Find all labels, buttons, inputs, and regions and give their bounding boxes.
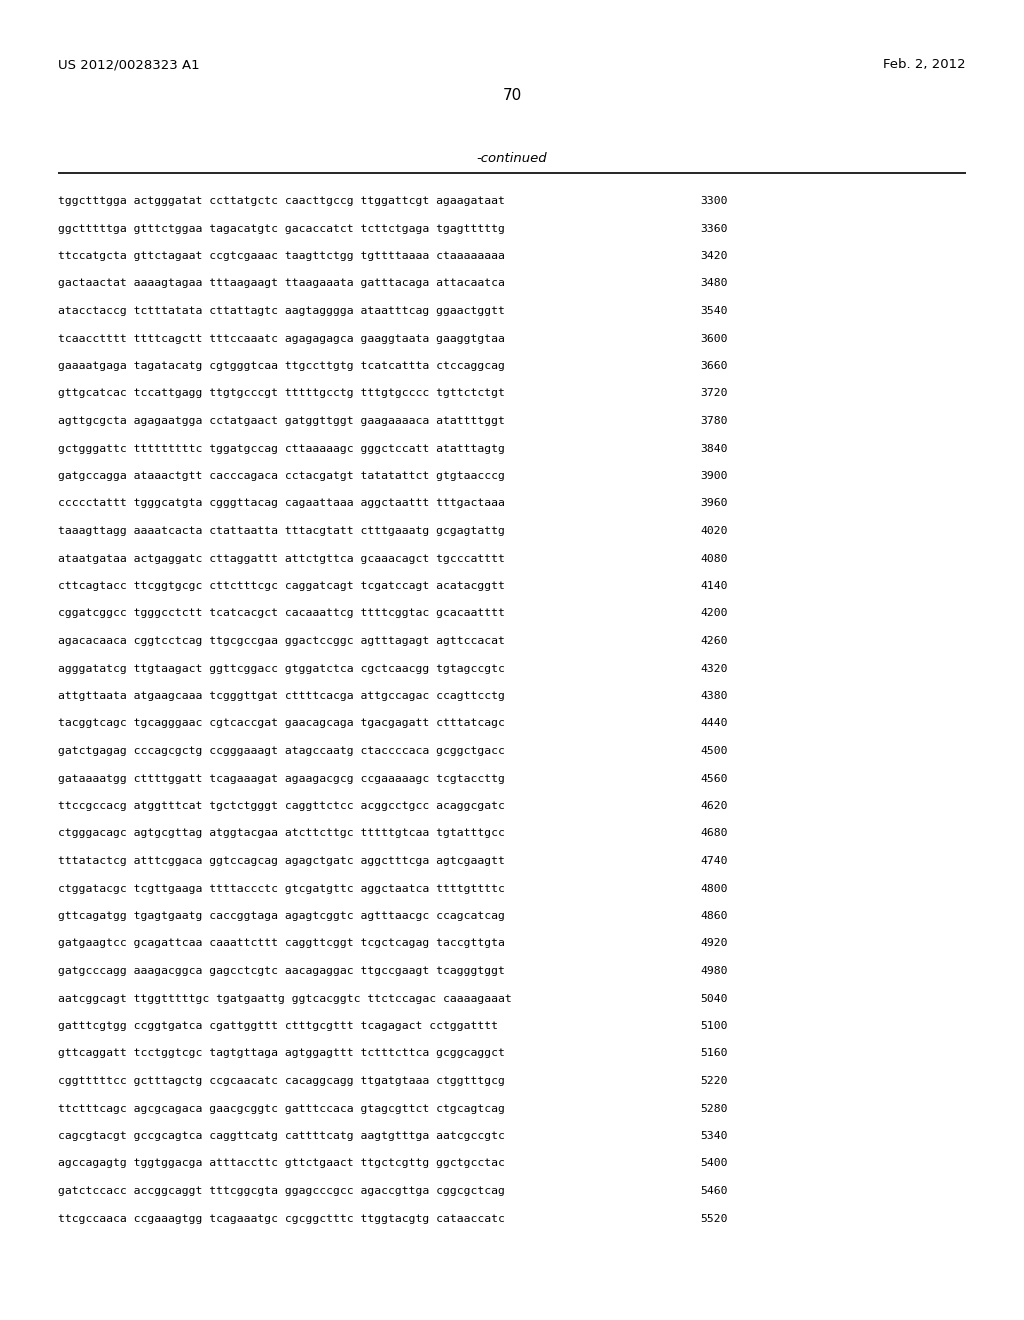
- Text: 4860: 4860: [700, 911, 727, 921]
- Text: gttcaggatt tcctggtcgc tagtgttaga agtggagttt tctttcttca gcggcaggct: gttcaggatt tcctggtcgc tagtgttaga agtggag…: [58, 1048, 505, 1059]
- Text: -continued: -continued: [477, 152, 547, 165]
- Text: 3420: 3420: [700, 251, 727, 261]
- Text: 4500: 4500: [700, 746, 727, 756]
- Text: gatgaagtcc gcagattcaa caaattcttt caggttcggt tcgctcagag taccgttgta: gatgaagtcc gcagattcaa caaattcttt caggttc…: [58, 939, 505, 949]
- Text: agccagagtg tggtggacga atttaccttc gttctgaact ttgctcgttg ggctgcctac: agccagagtg tggtggacga atttaccttc gttctga…: [58, 1159, 505, 1168]
- Text: taaagttagg aaaatcacta ctattaatta tttacgtatt ctttgaaatg gcgagtattg: taaagttagg aaaatcacta ctattaatta tttacgt…: [58, 525, 505, 536]
- Text: gttcagatgg tgagtgaatg caccggtaga agagtcggtc agtttaacgc ccagcatcag: gttcagatgg tgagtgaatg caccggtaga agagtcg…: [58, 911, 505, 921]
- Text: agttgcgcta agagaatgga cctatgaact gatggttggt gaagaaaaca atattttggt: agttgcgcta agagaatgga cctatgaact gatggtt…: [58, 416, 505, 426]
- Text: 3720: 3720: [700, 388, 727, 399]
- Text: tttatactcg atttcggaca ggtccagcag agagctgatc aggctttcga agtcgaagtt: tttatactcg atttcggaca ggtccagcag agagctg…: [58, 855, 505, 866]
- Text: 3900: 3900: [700, 471, 727, 480]
- Text: aatcggcagt ttggtttttgc tgatgaattg ggtcacggtc ttctccagac caaaagaaat: aatcggcagt ttggtttttgc tgatgaattg ggtcac…: [58, 994, 512, 1003]
- Text: 3480: 3480: [700, 279, 727, 289]
- Text: 70: 70: [503, 88, 521, 103]
- Text: agacacaaca cggtcctcag ttgcgccgaa ggactccggc agtttagagt agttccacat: agacacaaca cggtcctcag ttgcgccgaa ggactcc…: [58, 636, 505, 645]
- Text: attgttaata atgaagcaaa tcgggttgat cttttcacga attgccagac ccagttcctg: attgttaata atgaagcaaa tcgggttgat cttttca…: [58, 690, 505, 701]
- Text: gatgccagga ataaactgtt cacccagaca cctacgatgt tatatattct gtgtaacccg: gatgccagga ataaactgtt cacccagaca cctacga…: [58, 471, 505, 480]
- Text: US 2012/0028323 A1: US 2012/0028323 A1: [58, 58, 200, 71]
- Text: ccccctattt tgggcatgta cgggttacag cagaattaaa aggctaattt tttgactaaa: ccccctattt tgggcatgta cgggttacag cagaatt…: [58, 499, 505, 508]
- Text: 4200: 4200: [700, 609, 727, 619]
- Text: 5100: 5100: [700, 1020, 727, 1031]
- Text: ttccgccacg atggtttcat tgctctgggt caggttctcc acggcctgcc acaggcgatc: ttccgccacg atggtttcat tgctctgggt caggttc…: [58, 801, 505, 810]
- Text: ctgggacagc agtgcgttag atggtacgaa atcttcttgc tttttgtcaa tgtatttgcc: ctgggacagc agtgcgttag atggtacgaa atcttct…: [58, 829, 505, 838]
- Text: 5520: 5520: [700, 1213, 727, 1224]
- Text: gatctccacc accggcaggt tttcggcgta ggagcccgcc agaccgttga cggcgctcag: gatctccacc accggcaggt tttcggcgta ggagccc…: [58, 1185, 505, 1196]
- Text: tcaacctttt ttttcagctt tttccaaatc agagagagca gaaggtaata gaaggtgtaa: tcaacctttt ttttcagctt tttccaaatc agagaga…: [58, 334, 505, 343]
- Text: ttccatgcta gttctagaat ccgtcgaaac taagttctgg tgttttaaaa ctaaaaaaaa: ttccatgcta gttctagaat ccgtcgaaac taagttc…: [58, 251, 505, 261]
- Text: 4320: 4320: [700, 664, 727, 673]
- Text: 3660: 3660: [700, 360, 727, 371]
- Text: 4380: 4380: [700, 690, 727, 701]
- Text: ataatgataa actgaggatc cttaggattt attctgttca gcaaacagct tgcccatttt: ataatgataa actgaggatc cttaggattt attctgt…: [58, 553, 505, 564]
- Text: 4020: 4020: [700, 525, 727, 536]
- Text: gttgcatcac tccattgagg ttgtgcccgt tttttgcctg tttgtgcccc tgttctctgt: gttgcatcac tccattgagg ttgtgcccgt tttttgc…: [58, 388, 505, 399]
- Text: 5220: 5220: [700, 1076, 727, 1086]
- Text: cagcgtacgt gccgcagtca caggttcatg cattttcatg aagtgtttga aatcgccgtc: cagcgtacgt gccgcagtca caggttcatg cattttc…: [58, 1131, 505, 1140]
- Text: 3540: 3540: [700, 306, 727, 315]
- Text: 5040: 5040: [700, 994, 727, 1003]
- Text: 4920: 4920: [700, 939, 727, 949]
- Text: 5340: 5340: [700, 1131, 727, 1140]
- Text: gaaaatgaga tagatacatg cgtgggtcaa ttgccttgtg tcatcattta ctccaggcag: gaaaatgaga tagatacatg cgtgggtcaa ttgcctt…: [58, 360, 505, 371]
- Text: gataaaatgg cttttggatt tcagaaagat agaagacgcg ccgaaaaagc tcgtaccttg: gataaaatgg cttttggatt tcagaaagat agaagac…: [58, 774, 505, 784]
- Text: Feb. 2, 2012: Feb. 2, 2012: [884, 58, 966, 71]
- Text: cggtttttcc gctttagctg ccgcaacatc cacaggcagg ttgatgtaaa ctggtttgcg: cggtttttcc gctttagctg ccgcaacatc cacaggc…: [58, 1076, 505, 1086]
- Text: ttcgccaaca ccgaaagtgg tcagaaatgc cgcggctttc ttggtacgtg cataaccatc: ttcgccaaca ccgaaagtgg tcagaaatgc cgcggct…: [58, 1213, 505, 1224]
- Text: 4620: 4620: [700, 801, 727, 810]
- Text: cggatcggcc tgggcctctt tcatcacgct cacaaattcg ttttcggtac gcacaatttt: cggatcggcc tgggcctctt tcatcacgct cacaaat…: [58, 609, 505, 619]
- Text: tggctttgga actgggatat ccttatgctc caacttgccg ttggattcgt agaagataat: tggctttgga actgggatat ccttatgctc caacttg…: [58, 195, 505, 206]
- Text: 4980: 4980: [700, 966, 727, 975]
- Text: 3780: 3780: [700, 416, 727, 426]
- Text: 5280: 5280: [700, 1104, 727, 1114]
- Text: 4560: 4560: [700, 774, 727, 784]
- Text: 4140: 4140: [700, 581, 727, 591]
- Text: 4440: 4440: [700, 718, 727, 729]
- Text: 4080: 4080: [700, 553, 727, 564]
- Text: tacggtcagc tgcagggaac cgtcaccgat gaacagcaga tgacgagatt ctttatcagc: tacggtcagc tgcagggaac cgtcaccgat gaacagc…: [58, 718, 505, 729]
- Text: gactaactat aaaagtagaa tttaagaagt ttaagaaata gatttacaga attacaatca: gactaactat aaaagtagaa tttaagaagt ttaagaa…: [58, 279, 505, 289]
- Text: 5460: 5460: [700, 1185, 727, 1196]
- Text: gctgggattc tttttttttc tggatgccag cttaaaaagc gggctccatt atatttagtg: gctgggattc tttttttttc tggatgccag cttaaaa…: [58, 444, 505, 454]
- Text: 4740: 4740: [700, 855, 727, 866]
- Text: gatgcccagg aaagacggca gagcctcgtc aacagaggac ttgccgaagt tcagggtggt: gatgcccagg aaagacggca gagcctcgtc aacagag…: [58, 966, 505, 975]
- Text: 3600: 3600: [700, 334, 727, 343]
- Text: ctggatacgc tcgttgaaga ttttaccctc gtcgatgttc aggctaatca ttttgttttc: ctggatacgc tcgttgaaga ttttaccctc gtcgatg…: [58, 883, 505, 894]
- Text: gatttcgtgg ccggtgatca cgattggttt ctttgcgttt tcagagact cctggatttt: gatttcgtgg ccggtgatca cgattggttt ctttgcg…: [58, 1020, 498, 1031]
- Text: 4800: 4800: [700, 883, 727, 894]
- Text: 5400: 5400: [700, 1159, 727, 1168]
- Text: ttctttcagc agcgcagaca gaacgcggtc gatttccaca gtagcgttct ctgcagtcag: ttctttcagc agcgcagaca gaacgcggtc gatttcc…: [58, 1104, 505, 1114]
- Text: 3960: 3960: [700, 499, 727, 508]
- Text: 3840: 3840: [700, 444, 727, 454]
- Text: 3300: 3300: [700, 195, 727, 206]
- Text: gatctgagag cccagcgctg ccgggaaagt atagccaatg ctaccccaca gcggctgacc: gatctgagag cccagcgctg ccgggaaagt atagcca…: [58, 746, 505, 756]
- Text: cttcagtacc ttcggtgcgc cttctttcgc caggatcagt tcgatccagt acatacggtt: cttcagtacc ttcggtgcgc cttctttcgc caggatc…: [58, 581, 505, 591]
- Text: 4260: 4260: [700, 636, 727, 645]
- Text: agggatatcg ttgtaagact ggttcggacc gtggatctca cgctcaacgg tgtagccgtc: agggatatcg ttgtaagact ggttcggacc gtggatc…: [58, 664, 505, 673]
- Text: 4680: 4680: [700, 829, 727, 838]
- Text: 5160: 5160: [700, 1048, 727, 1059]
- Text: ggctttttga gtttctggaa tagacatgtc gacaccatct tcttctgaga tgagtttttg: ggctttttga gtttctggaa tagacatgtc gacacca…: [58, 223, 505, 234]
- Text: atacctaccg tctttatata cttattagtc aagtagggga ataatttcag ggaactggtt: atacctaccg tctttatata cttattagtc aagtagg…: [58, 306, 505, 315]
- Text: 3360: 3360: [700, 223, 727, 234]
